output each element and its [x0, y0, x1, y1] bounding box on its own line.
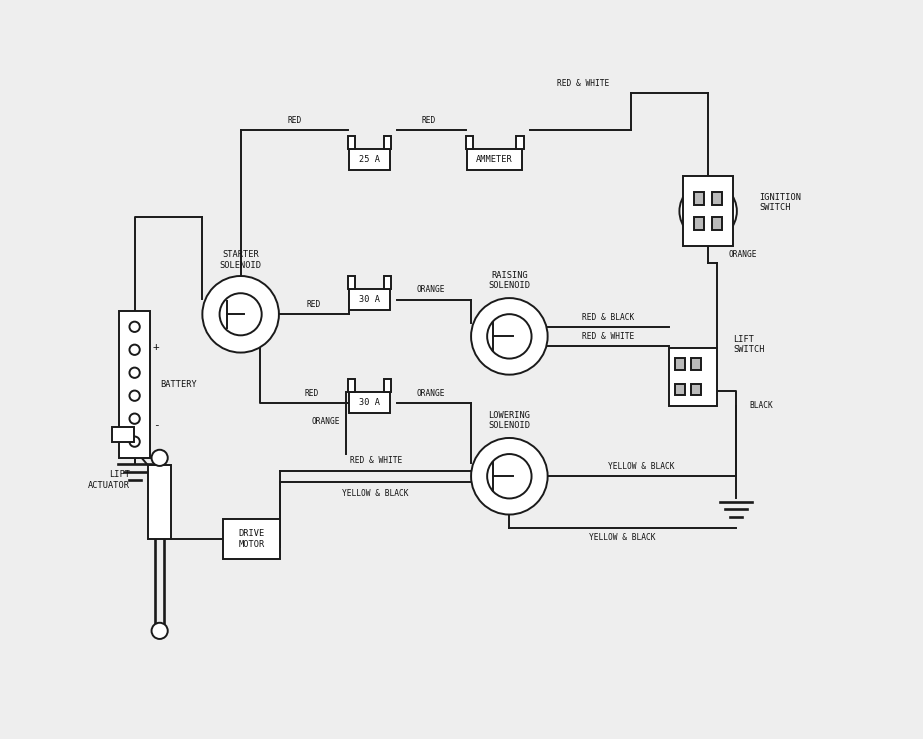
Text: RED & WHITE: RED & WHITE [582, 332, 635, 341]
Circle shape [487, 314, 532, 358]
Text: -: - [153, 420, 160, 430]
Circle shape [129, 414, 139, 424]
Text: +: + [153, 342, 160, 353]
FancyBboxPatch shape [349, 149, 390, 170]
Circle shape [679, 183, 737, 240]
Circle shape [202, 276, 279, 353]
FancyBboxPatch shape [712, 192, 723, 205]
Circle shape [471, 298, 547, 375]
Text: 30 A: 30 A [359, 295, 380, 304]
FancyBboxPatch shape [683, 176, 733, 246]
Text: RED: RED [307, 300, 321, 309]
FancyBboxPatch shape [384, 276, 391, 289]
Text: ORANGE: ORANGE [416, 285, 445, 294]
Circle shape [151, 623, 168, 639]
FancyBboxPatch shape [348, 379, 355, 392]
FancyBboxPatch shape [384, 379, 391, 392]
Circle shape [487, 454, 532, 499]
Circle shape [129, 367, 139, 378]
FancyBboxPatch shape [712, 217, 723, 231]
FancyBboxPatch shape [669, 348, 717, 406]
Text: RAISING
SOLENOID: RAISING SOLENOID [488, 270, 531, 290]
Text: LOWERING
SOLENOID: LOWERING SOLENOID [488, 411, 531, 430]
FancyBboxPatch shape [223, 519, 281, 559]
FancyBboxPatch shape [148, 466, 172, 539]
FancyBboxPatch shape [690, 358, 701, 370]
Text: ORANGE: ORANGE [312, 417, 341, 426]
FancyBboxPatch shape [348, 136, 355, 149]
Circle shape [129, 344, 139, 355]
FancyBboxPatch shape [694, 217, 704, 231]
FancyBboxPatch shape [467, 149, 522, 170]
Text: ORANGE: ORANGE [729, 250, 757, 259]
Text: RED & WHITE: RED & WHITE [557, 79, 609, 89]
FancyBboxPatch shape [112, 427, 134, 442]
FancyBboxPatch shape [465, 136, 473, 149]
FancyBboxPatch shape [516, 136, 523, 149]
FancyBboxPatch shape [384, 136, 391, 149]
Text: ORANGE: ORANGE [416, 389, 445, 398]
Text: AMMETER: AMMETER [476, 155, 513, 164]
FancyBboxPatch shape [349, 392, 390, 413]
Text: RED: RED [305, 389, 319, 398]
Text: YELLOW & BLACK: YELLOW & BLACK [608, 462, 675, 471]
FancyBboxPatch shape [349, 289, 390, 310]
Text: STARTER
SOLENOID: STARTER SOLENOID [220, 250, 261, 270]
Circle shape [471, 438, 547, 514]
FancyBboxPatch shape [348, 276, 355, 289]
Text: LIFT
ACTUATOR: LIFT ACTUATOR [89, 470, 130, 490]
Text: RED: RED [288, 116, 302, 125]
Text: 25 A: 25 A [359, 155, 380, 164]
FancyBboxPatch shape [690, 384, 701, 395]
Text: LIFT
SWITCH: LIFT SWITCH [734, 335, 765, 354]
Circle shape [129, 437, 139, 447]
Circle shape [220, 293, 262, 336]
FancyBboxPatch shape [119, 310, 150, 458]
Text: RED: RED [421, 116, 436, 125]
FancyBboxPatch shape [694, 192, 704, 205]
FancyBboxPatch shape [675, 384, 685, 395]
Circle shape [151, 450, 168, 466]
Text: YELLOW & BLACK: YELLOW & BLACK [342, 489, 409, 498]
Text: IGNITION
SWITCH: IGNITION SWITCH [759, 193, 801, 212]
Text: DRIVE
MOTOR: DRIVE MOTOR [238, 529, 265, 548]
Circle shape [129, 321, 139, 332]
Circle shape [129, 390, 139, 401]
Text: 30 A: 30 A [359, 398, 380, 407]
Text: YELLOW & BLACK: YELLOW & BLACK [589, 533, 656, 542]
Text: BATTERY: BATTERY [161, 380, 198, 389]
Text: BLACK: BLACK [749, 401, 773, 410]
FancyBboxPatch shape [675, 358, 685, 370]
Text: RED & BLACK: RED & BLACK [582, 313, 635, 321]
Text: RED & WHITE: RED & WHITE [350, 457, 402, 466]
